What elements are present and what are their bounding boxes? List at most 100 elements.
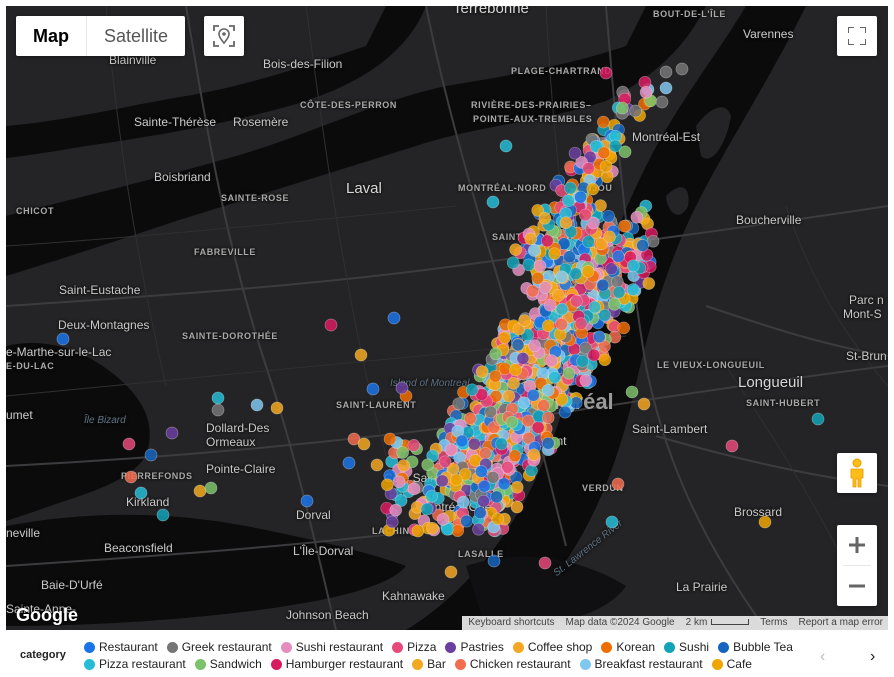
place-marker[interactable] xyxy=(592,330,606,344)
place-marker[interactable] xyxy=(528,339,541,353)
place-marker[interactable] xyxy=(598,308,612,322)
place-marker[interactable] xyxy=(396,446,409,459)
place-marker[interactable] xyxy=(509,363,522,377)
place-marker[interactable] xyxy=(562,194,575,207)
place-marker[interactable] xyxy=(597,146,611,160)
place-marker[interactable] xyxy=(538,281,552,294)
place-marker[interactable] xyxy=(512,322,526,336)
place-marker[interactable] xyxy=(435,474,449,488)
place-marker[interactable] xyxy=(511,338,525,352)
place-marker[interactable] xyxy=(324,318,338,332)
place-marker[interactable] xyxy=(625,385,639,399)
place-marker[interactable] xyxy=(659,65,673,79)
place-marker[interactable] xyxy=(582,162,595,175)
legend-item[interactable]: Pastries xyxy=(445,640,504,654)
legend-item[interactable]: Breakfast restaurant xyxy=(579,657,703,671)
place-marker[interactable] xyxy=(576,354,589,368)
place-marker[interactable] xyxy=(559,216,573,230)
place-marker[interactable] xyxy=(56,332,70,346)
place-marker[interactable] xyxy=(455,434,469,448)
place-marker[interactable] xyxy=(555,302,569,316)
place-marker[interactable] xyxy=(629,104,642,118)
place-marker[interactable] xyxy=(675,62,689,76)
place-marker[interactable] xyxy=(489,347,503,361)
map-type-satellite-button[interactable]: Satellite xyxy=(104,26,169,46)
zoom-out-button[interactable] xyxy=(837,566,877,606)
place-marker[interactable] xyxy=(636,239,649,252)
place-marker[interactable] xyxy=(510,500,524,514)
place-marker[interactable] xyxy=(579,374,593,387)
place-marker[interactable] xyxy=(395,381,409,395)
place-marker[interactable] xyxy=(501,460,514,474)
place-marker[interactable] xyxy=(522,431,536,445)
place-marker[interactable] xyxy=(655,95,669,109)
terms-link[interactable]: Terms xyxy=(754,616,793,630)
place-marker[interactable] xyxy=(543,298,557,312)
place-marker[interactable] xyxy=(507,376,520,390)
place-marker[interactable] xyxy=(517,396,531,410)
place-marker[interactable] xyxy=(385,515,399,529)
legend-item[interactable]: Sushi xyxy=(664,640,709,654)
scale-indicator[interactable]: 2 km xyxy=(679,616,755,630)
place-marker[interactable] xyxy=(597,115,610,129)
place-marker[interactable] xyxy=(581,265,595,278)
legend-item[interactable]: Pizza restaurant xyxy=(84,657,186,671)
place-marker[interactable] xyxy=(387,311,401,325)
zoom-in-button[interactable] xyxy=(837,525,877,565)
place-marker[interactable] xyxy=(596,278,610,292)
place-marker[interactable] xyxy=(394,494,408,507)
place-marker[interactable] xyxy=(490,490,503,504)
place-marker[interactable] xyxy=(458,467,472,481)
place-marker[interactable] xyxy=(522,258,536,272)
place-marker[interactable] xyxy=(407,439,421,452)
place-marker[interactable] xyxy=(518,314,531,327)
place-marker[interactable] xyxy=(122,437,136,451)
map-canvas[interactable]: Terrebonne BOUT-DE-L'ÎLE Varennes Blainvill… xyxy=(6,6,888,630)
place-marker[interactable] xyxy=(499,139,513,153)
place-marker[interactable] xyxy=(552,289,565,302)
map-type-map-button[interactable]: Map xyxy=(33,26,69,46)
place-marker[interactable] xyxy=(646,234,660,248)
place-marker[interactable] xyxy=(444,565,458,579)
place-marker[interactable] xyxy=(595,237,609,251)
place-marker[interactable] xyxy=(477,479,491,493)
place-marker[interactable] xyxy=(144,448,158,462)
place-marker[interactable] xyxy=(270,401,284,415)
place-marker[interactable] xyxy=(562,366,576,380)
place-marker[interactable] xyxy=(545,354,559,368)
place-marker[interactable] xyxy=(531,271,545,285)
place-marker[interactable] xyxy=(659,81,673,95)
place-marker[interactable] xyxy=(579,341,592,355)
street-view-pegman[interactable] xyxy=(837,453,877,493)
place-marker[interactable] xyxy=(582,235,595,249)
place-marker[interactable] xyxy=(626,259,640,273)
place-marker[interactable] xyxy=(525,464,538,477)
place-marker[interactable] xyxy=(478,447,492,460)
place-marker[interactable] xyxy=(610,275,624,289)
legend-item[interactable]: Cafe xyxy=(711,657,752,671)
place-marker[interactable] xyxy=(531,421,545,434)
place-marker[interactable] xyxy=(616,101,629,115)
place-marker[interactable] xyxy=(488,369,502,383)
place-marker[interactable] xyxy=(612,285,626,299)
legend-item[interactable]: Bubble Tea xyxy=(718,640,793,654)
legend-item[interactable]: Pizza xyxy=(392,640,436,654)
place-marker[interactable] xyxy=(569,267,583,281)
place-marker[interactable] xyxy=(134,486,148,500)
place-marker[interactable] xyxy=(467,437,481,451)
place-marker[interactable] xyxy=(524,232,538,246)
place-marker[interactable] xyxy=(531,204,545,217)
place-marker[interactable] xyxy=(444,443,458,457)
place-marker[interactable] xyxy=(498,331,512,344)
place-marker[interactable] xyxy=(626,283,640,296)
place-marker[interactable] xyxy=(588,300,602,314)
place-marker[interactable] xyxy=(366,382,380,396)
place-marker[interactable] xyxy=(472,522,485,536)
place-marker[interactable] xyxy=(495,437,508,451)
place-marker[interactable] xyxy=(608,139,622,153)
place-marker[interactable] xyxy=(594,199,607,212)
place-marker[interactable] xyxy=(540,234,554,248)
place-marker[interactable] xyxy=(758,515,772,529)
place-marker[interactable] xyxy=(541,383,555,397)
place-marker[interactable] xyxy=(570,294,583,308)
